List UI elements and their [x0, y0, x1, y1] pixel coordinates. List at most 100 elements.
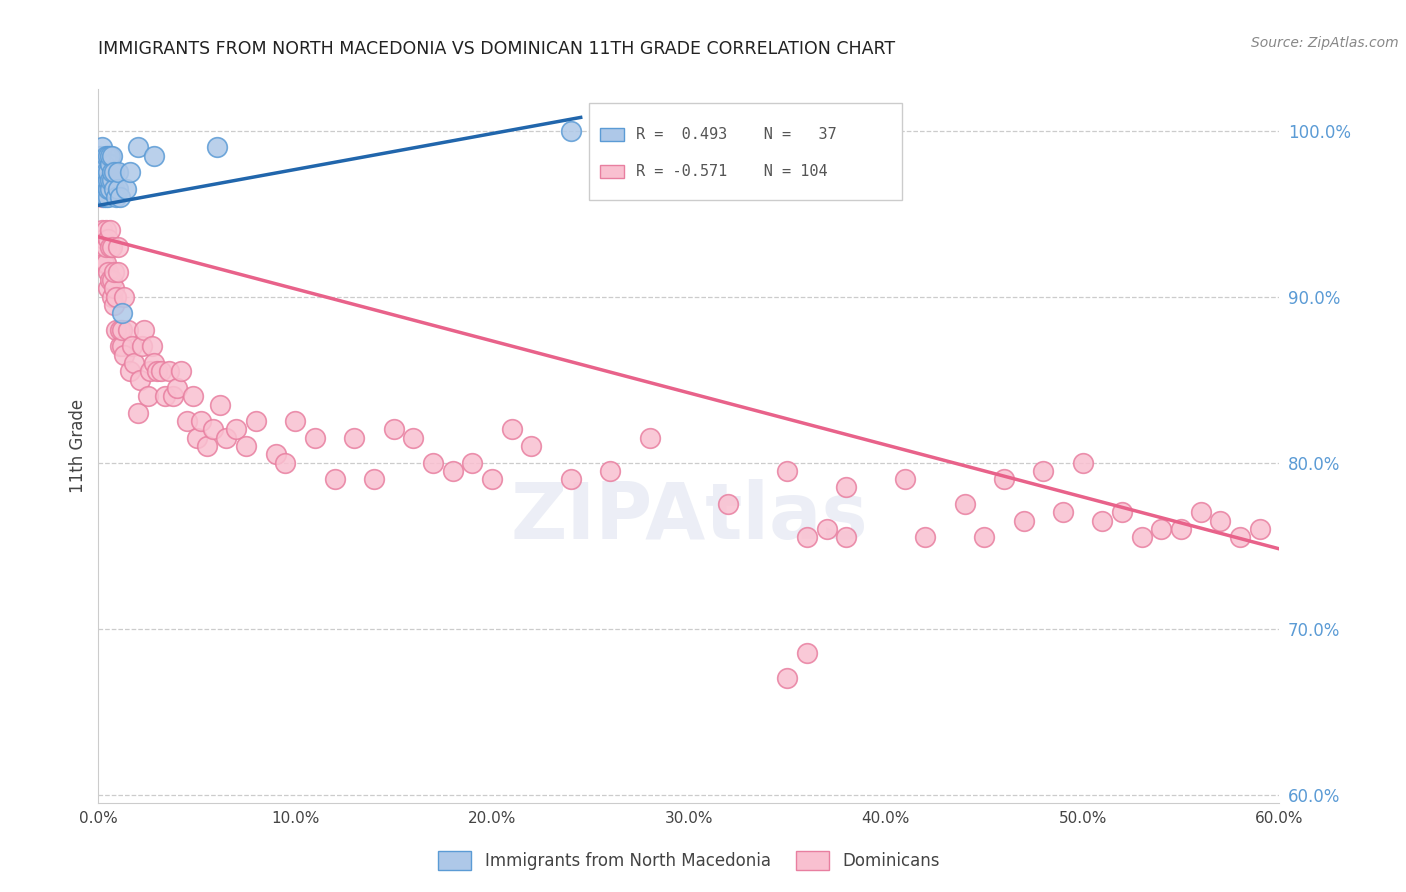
Point [101, 273, 124, 287]
Point [235, 439, 257, 453]
Point [89, 240, 111, 254]
Point [894, 472, 917, 486]
Point [304, 431, 326, 445]
Point [150, 364, 173, 378]
Point [98, 182, 121, 196]
Point [111, 339, 134, 353]
Point [1052, 505, 1074, 519]
Point [146, 364, 169, 378]
Point [105, 323, 128, 337]
Point [274, 456, 297, 470]
Y-axis label: 11th Grade: 11th Grade [69, 399, 87, 493]
Point [131, 339, 153, 353]
Point [98, 223, 121, 237]
Point [98, 148, 121, 162]
Point [1111, 505, 1133, 519]
Point [93, 157, 115, 171]
Point [122, 356, 145, 370]
Point [98, 240, 121, 254]
Point [107, 182, 129, 196]
Point [136, 389, 159, 403]
Point [96, 240, 118, 254]
Point [132, 323, 155, 337]
Point [1170, 522, 1192, 536]
Point [112, 290, 135, 304]
Point [461, 456, 484, 470]
Point [97, 190, 120, 204]
Point [93, 256, 115, 270]
Point [186, 431, 208, 445]
Point [105, 190, 128, 204]
Point [215, 431, 238, 445]
Point [96, 256, 118, 270]
Bar [600, 165, 624, 178]
Point [162, 389, 184, 403]
Point [142, 356, 165, 370]
Point [118, 165, 141, 179]
Point [111, 306, 134, 320]
Point [141, 339, 163, 353]
Point [796, 647, 818, 661]
Point [190, 414, 212, 428]
Bar [600, 128, 624, 141]
Point [264, 447, 287, 461]
Point [112, 348, 135, 362]
Text: ZIPAtlas: ZIPAtlas [510, 479, 868, 556]
Point [363, 472, 385, 486]
Point [717, 497, 740, 511]
Point [98, 173, 121, 187]
Point [157, 364, 180, 378]
Point [91, 190, 114, 204]
Point [815, 522, 838, 536]
Point [835, 530, 858, 544]
Point [638, 431, 661, 445]
Point [1209, 514, 1232, 528]
Point [108, 323, 131, 337]
Point [101, 148, 124, 162]
Point [108, 339, 131, 353]
Point [796, 530, 818, 544]
Point [993, 472, 1015, 486]
Point [1150, 522, 1173, 536]
Point [97, 231, 120, 245]
Point [103, 281, 125, 295]
Point [166, 381, 188, 395]
Point [108, 190, 131, 204]
Point [323, 472, 346, 486]
Point [127, 140, 149, 154]
Point [201, 422, 224, 436]
Point [121, 339, 143, 353]
Point [520, 439, 543, 453]
Point [97, 165, 120, 179]
Point [1091, 514, 1114, 528]
Point [142, 148, 165, 162]
Point [103, 165, 125, 179]
Point [93, 165, 115, 179]
Point [105, 290, 128, 304]
Point [97, 265, 120, 279]
Text: R =  0.493    N =   37: R = 0.493 N = 37 [636, 127, 837, 142]
Point [91, 223, 114, 237]
Point [205, 140, 228, 154]
Point [1229, 530, 1251, 544]
Point [914, 530, 936, 544]
Point [117, 323, 139, 337]
Point [93, 190, 115, 204]
Point [599, 464, 621, 478]
Point [501, 422, 523, 436]
Point [128, 373, 150, 387]
Point [91, 140, 114, 154]
Point [441, 464, 464, 478]
Point [835, 481, 858, 495]
Point [181, 389, 204, 403]
Point [111, 323, 134, 337]
Point [343, 431, 366, 445]
Point [953, 497, 976, 511]
Point [195, 439, 218, 453]
Point [1189, 505, 1212, 519]
Text: R = -0.571    N = 104: R = -0.571 N = 104 [636, 164, 827, 179]
Point [103, 298, 125, 312]
Point [98, 157, 121, 171]
FancyBboxPatch shape [589, 103, 901, 200]
Point [89, 148, 111, 162]
